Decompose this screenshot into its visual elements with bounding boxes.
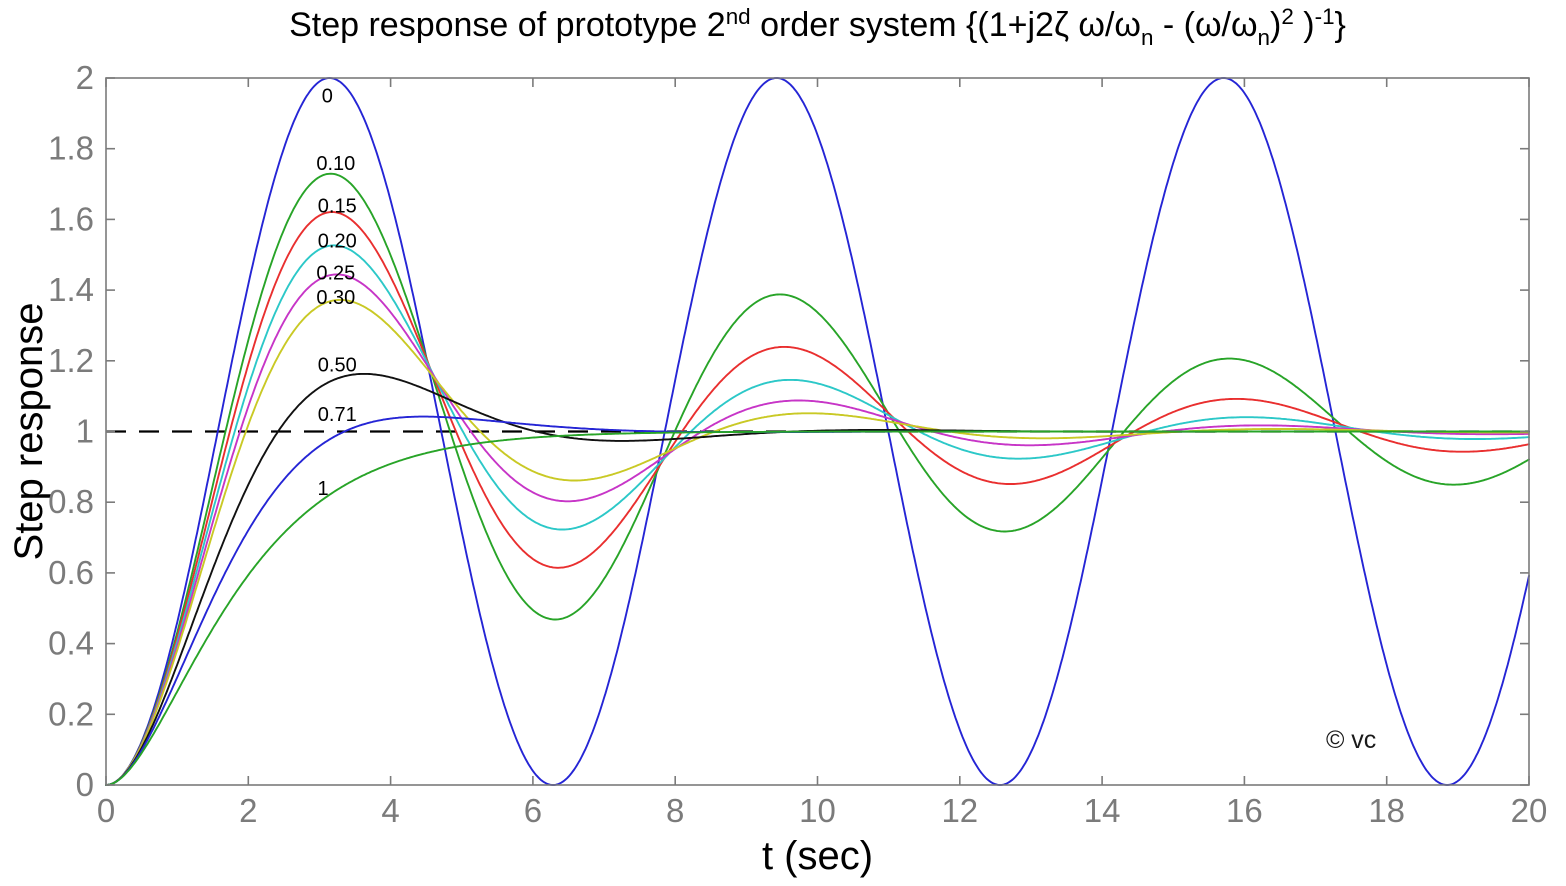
title-sup: nd [725,3,751,29]
series-curve-zeta-0.15 [105,211,1530,786]
series-curve-zeta-0.10 [105,172,1530,786]
y-tick-label: 1 [76,413,94,450]
curve-label-zeta-0.50: 0.50 [318,354,357,376]
curve-label-zeta-0.25: 0.25 [316,262,355,284]
x-tick-label: 0 [97,792,115,829]
title-text: Step response of prototype 2 [289,6,726,44]
title-sub: n [1140,24,1154,50]
curve-label-zeta-0.71: 0.71 [318,404,357,426]
y-tick-label: 1.2 [48,342,94,379]
series-curve-zeta-0.50 [105,372,1530,786]
y-tick-label: 0 [76,766,94,803]
y-tick-label: 1.6 [48,200,94,237]
y-tick-label: 1.4 [48,271,94,308]
curve-label-zeta-1: 1 [317,478,328,500]
title-text: ) [1270,6,1282,44]
x-tick-label: 4 [381,792,399,829]
y-tick-label: 0.4 [48,625,94,662]
title-text: } [1334,6,1346,44]
x-tick-label: 18 [1368,792,1405,829]
series-curve-zeta-0.25 [105,273,1530,786]
series-curve-zeta-0.30 [105,298,1530,786]
watermark: © vc [1326,726,1376,754]
x-axis-label: t (sec) [761,834,874,878]
title-text: ) [1293,6,1315,44]
x-tick-label: 10 [799,792,836,829]
curve-label-zeta-0.10: 0.10 [316,153,355,175]
x-tick-label: 16 [1226,792,1263,829]
x-tick-label: 14 [1084,792,1121,829]
curve-label-zeta-0.15: 0.15 [318,195,357,217]
curve-label-zeta-0: 0 [322,86,333,108]
y-tick-label: 1.8 [48,130,94,167]
y-tick-label: 0.8 [48,483,94,520]
series-curve-zeta-0 [105,77,1530,786]
x-tick-label: 20 [1511,792,1548,829]
series-curve-zeta-1 [105,430,1530,786]
y-tick-label: 0.2 [48,695,94,732]
title-sup: 2 [1281,3,1294,29]
series-curve-zeta-0.71 [105,415,1530,786]
title-text: order system {(1+j2ζ ω/ω [750,6,1141,44]
curve-label-zeta-0.30: 0.30 [316,287,355,309]
x-tick-label: 8 [666,792,684,829]
x-tick-label: 12 [941,792,978,829]
x-tick-label: 6 [524,792,542,829]
curve-label-zeta-0.20: 0.20 [318,231,357,253]
y-tick-label: 2 [76,59,94,96]
x-tick-label: 2 [239,792,257,829]
title-sub: n [1257,24,1270,50]
series-curve-zeta-0.20 [105,244,1530,786]
y-tick-label: 0.6 [48,554,94,591]
title-text: - (ω/ω [1153,6,1258,44]
chart-title: Step response of prototype 2nd order sys… [106,3,1529,50]
title-sup: -1 [1314,3,1335,29]
